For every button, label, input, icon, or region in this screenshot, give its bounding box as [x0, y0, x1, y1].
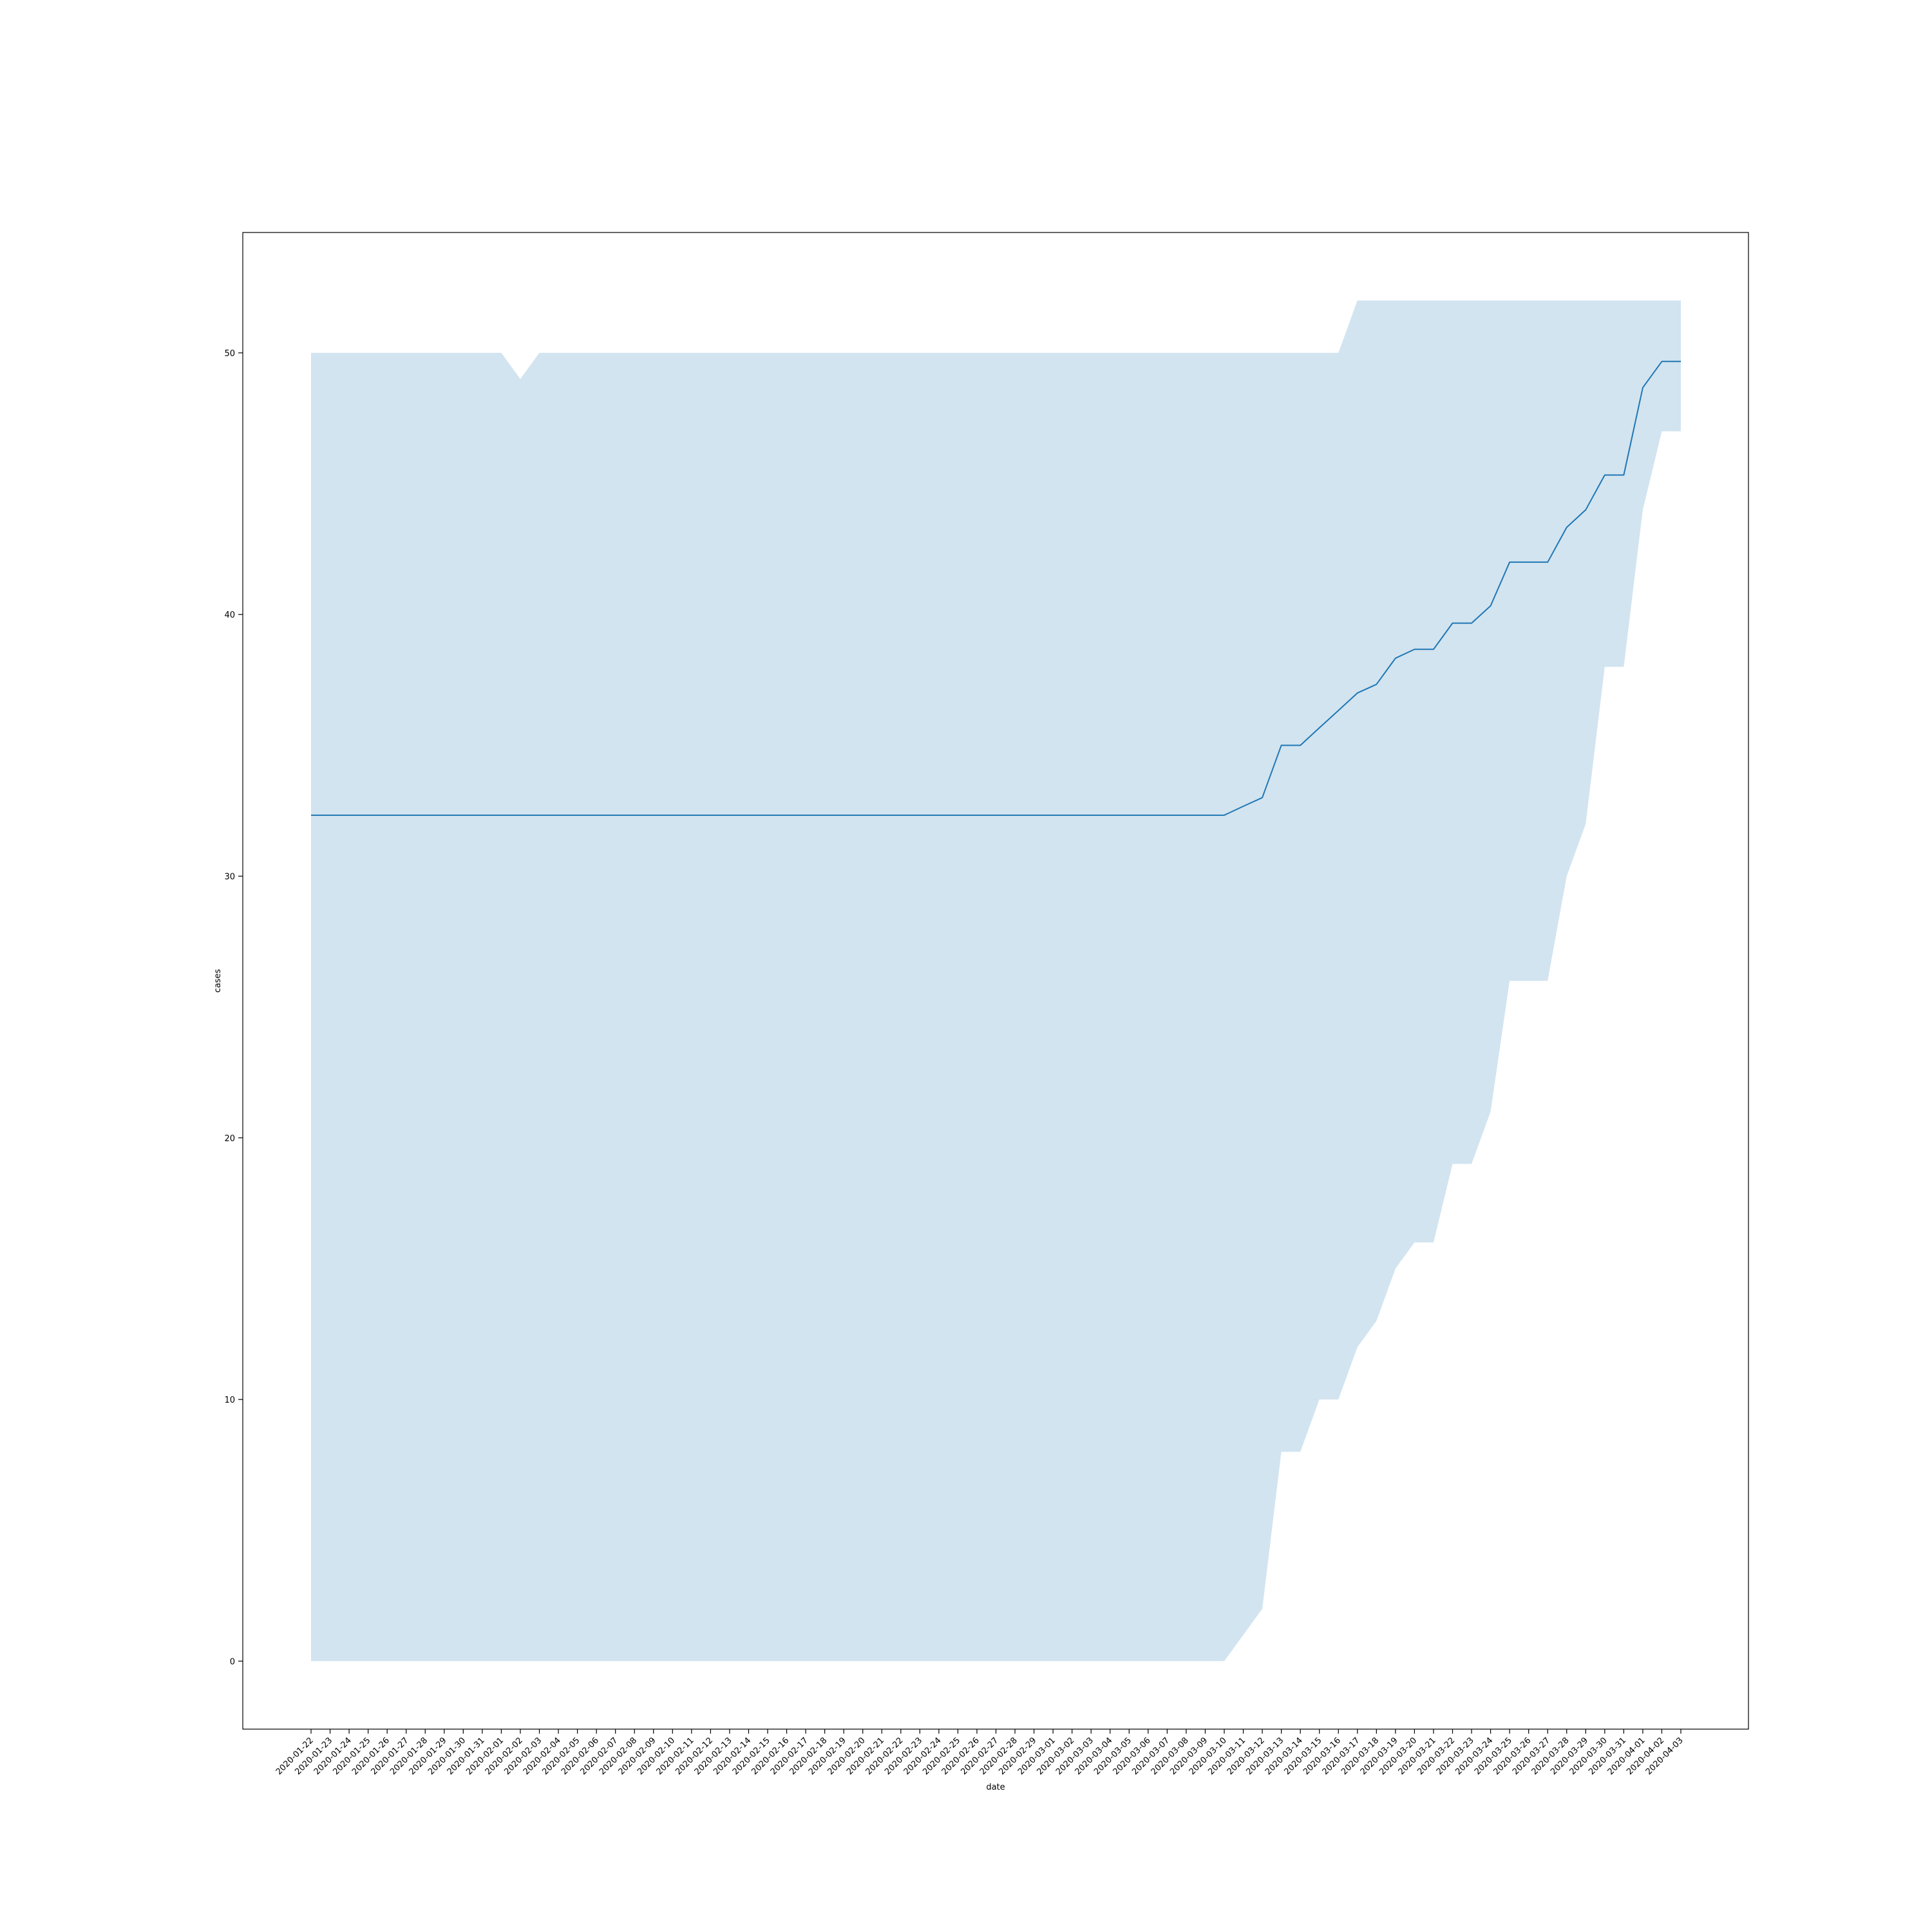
- y-tick-label: 20: [224, 1134, 235, 1144]
- y-tick-label: 0: [230, 1657, 235, 1667]
- confidence-band-layer: [311, 300, 1681, 1662]
- y-axis: 0 10 20 30 40 50: [224, 349, 243, 1667]
- x-axis-label: date: [986, 1783, 1005, 1792]
- confidence-band: [311, 300, 1681, 1662]
- y-tick-label: 30: [224, 872, 235, 882]
- series-line: [311, 361, 1681, 816]
- y-tick-label: 40: [224, 611, 235, 620]
- y-tick-label: 50: [224, 349, 235, 359]
- series-line-layer: [311, 361, 1681, 816]
- y-tick-label: 10: [224, 1396, 235, 1405]
- y-axis-label: cases: [213, 969, 223, 992]
- plot-area: [242, 232, 1749, 1730]
